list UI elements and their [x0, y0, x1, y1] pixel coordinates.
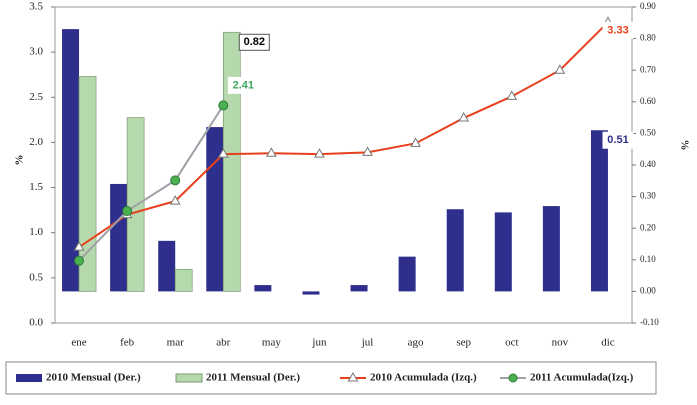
legend-label: 2011 Acumulada(Izq.)	[530, 372, 634, 384]
y2-tick-label: 0.60	[640, 96, 656, 106]
y2-tick-label: 0.40	[640, 159, 656, 169]
bar	[590, 130, 608, 292]
legend-swatch	[16, 374, 42, 382]
line	[78, 21, 609, 248]
marker	[73, 241, 85, 251]
legend-marker	[347, 371, 359, 382]
line	[78, 104, 225, 262]
legend-label: 2010 Acumulada (Izq.)	[370, 372, 477, 384]
marker	[554, 64, 566, 74]
x-tick-label: sep	[456, 337, 471, 349]
marker	[314, 148, 325, 158]
y-tick-label: 1.5	[29, 181, 43, 193]
marker	[74, 255, 85, 266]
y2-tick-label: 0.20	[640, 222, 656, 232]
y2-tick-label: 0.00	[640, 285, 656, 295]
y2-tick-label: -0.10	[640, 317, 659, 327]
bar	[158, 240, 176, 292]
value-label-box	[238, 33, 270, 51]
y2-tick-label: 0.10	[640, 254, 656, 264]
value-label: 0.51	[607, 134, 628, 146]
x-tick-label: jul	[361, 337, 374, 349]
value-label: 2.41	[233, 79, 254, 91]
x-tick-label: jun	[311, 337, 327, 349]
x-tick-label: mar	[167, 337, 184, 349]
marker	[218, 100, 229, 111]
y2-tick-label: 0.90	[640, 1, 656, 11]
marker	[170, 175, 181, 186]
bar	[398, 256, 416, 292]
bar	[254, 285, 272, 292]
x-tick-label: nov	[552, 337, 569, 349]
x-tick-label: ene	[71, 337, 86, 349]
marker	[458, 112, 470, 122]
bar	[206, 127, 224, 292]
y2-tick-label: 0.70	[640, 64, 656, 74]
y2-tick-label: 0.50	[640, 127, 656, 137]
y-tick-label: 1.0	[29, 226, 43, 238]
bar	[542, 206, 560, 292]
legend-label: 2010 Mensual (Der.)	[46, 372, 141, 384]
x-tick-label: may	[262, 337, 281, 349]
bar	[302, 291, 320, 295]
bar	[350, 285, 368, 292]
value-label: 0.82	[244, 36, 265, 48]
bar	[174, 268, 193, 292]
value-label: 3.33	[607, 24, 628, 36]
y-axis-label: %	[14, 155, 26, 166]
bar	[110, 183, 128, 292]
marker	[506, 90, 518, 100]
marker	[169, 195, 181, 205]
y2-tick-label: 0.30	[640, 191, 656, 201]
value-label-box	[602, 131, 634, 149]
marker	[266, 147, 277, 157]
x-tick-label: ago	[408, 337, 424, 349]
bar	[62, 29, 80, 292]
bar	[222, 31, 241, 292]
value-label-box	[602, 21, 634, 39]
y-tick-label: 3.5	[29, 1, 43, 13]
y-tick-label: 0.5	[29, 271, 43, 283]
marker	[217, 148, 229, 158]
legend-box	[5, 361, 657, 395]
y-tick-label: 3.0	[29, 46, 43, 58]
y-tick-label: 0.0	[29, 317, 43, 329]
y-tick-label: 2.0	[29, 136, 43, 148]
legend-swatch	[175, 373, 203, 383]
y2-tick-label: 0.80	[640, 33, 656, 43]
x-tick-label: dic	[601, 337, 615, 349]
marker	[122, 206, 133, 217]
bar	[494, 212, 512, 292]
y2-axis-label: %	[678, 140, 690, 151]
legend-marker	[508, 373, 518, 383]
legend-label: 2011 Mensual (Der.)	[206, 372, 300, 384]
marker	[410, 137, 421, 147]
marker	[362, 146, 373, 156]
value-label-box	[227, 76, 259, 94]
x-tick-label: abr	[216, 337, 230, 349]
y-tick-label: 2.5	[29, 91, 43, 103]
bar	[446, 209, 464, 292]
x-tick-label: feb	[120, 337, 135, 349]
x-tick-label: oct	[505, 337, 518, 349]
